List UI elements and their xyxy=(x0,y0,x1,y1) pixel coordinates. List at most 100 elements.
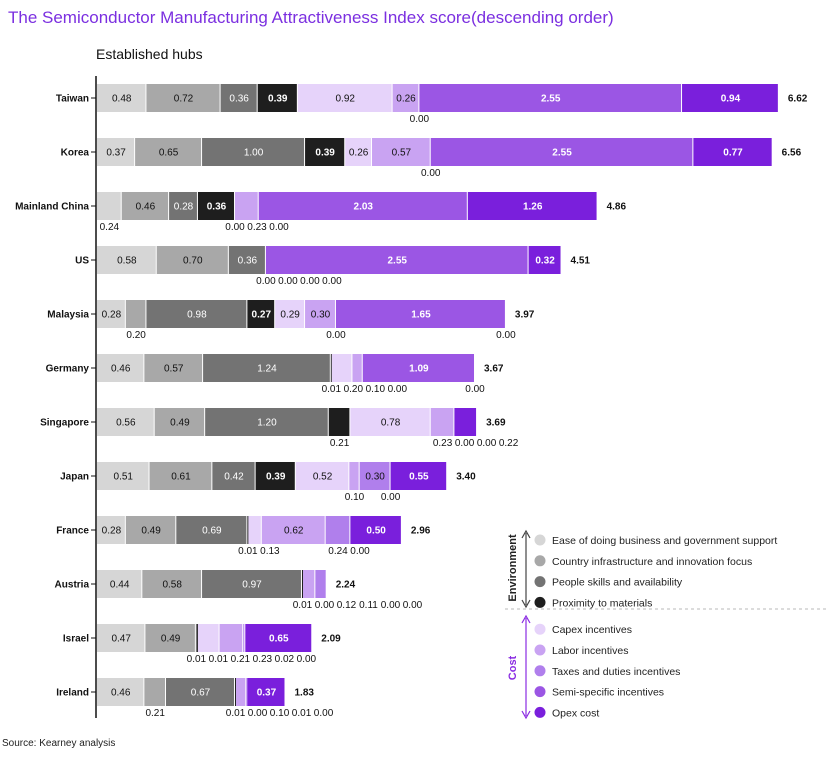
total-label-malaysia: 3.97 xyxy=(515,310,535,321)
bar-value-label: 0.00 xyxy=(403,600,423,611)
category-label-japan: Japan xyxy=(60,472,89,483)
bar-israel-country-infrastructure-and-innovation-focus xyxy=(145,624,195,652)
bar-value-label: 0.01 xyxy=(226,708,246,719)
category-label-israel: Israel xyxy=(63,634,89,645)
bar-ireland-proximity-to-materials xyxy=(235,678,237,706)
bar-japan-proximity-to-materials xyxy=(255,462,295,490)
arrow-up-icon xyxy=(521,614,531,624)
bar-value-label: 0.00 xyxy=(381,492,401,503)
bar-israel-labor-incentives xyxy=(219,624,243,652)
bar-value-label: 0.52 xyxy=(313,472,333,483)
bar-us-country-infrastructure-and-innovation-focus xyxy=(156,246,228,274)
bar-value-label: 0.44 xyxy=(110,580,130,591)
bar-japan-capex-incentives xyxy=(295,462,349,490)
bar-france-labor-incentives xyxy=(261,516,325,544)
legend-swatch-ease-of-doing-business-and-government-support xyxy=(534,534,546,546)
legend-label-taxes-and-duties-incentives: Taxes and duties incentives xyxy=(552,666,680,678)
bar-value-label: 0.00 xyxy=(300,276,320,287)
bar-value-label: 0.20 xyxy=(126,330,146,341)
bar-value-label: 0.00 xyxy=(278,276,298,287)
bar-taiwan-capex-incentives xyxy=(297,84,392,112)
category-label-ireland: Ireland xyxy=(56,688,89,699)
bar-value-label: 0.49 xyxy=(161,634,181,645)
bar-austria-country-infrastructure-and-innovation-focus xyxy=(142,570,202,598)
total-label-singapore: 3.69 xyxy=(486,418,506,429)
bar-malaysia-capex-incentives xyxy=(275,300,305,328)
bar-value-label: 0.58 xyxy=(117,256,137,267)
bar-value-label: 0.12 xyxy=(337,600,357,611)
bar-taiwan-country-infrastructure-and-innovation-focus xyxy=(146,84,220,112)
bar-value-label: 0.21 xyxy=(145,708,165,719)
bar-mainland-china-semi-specific-incentives xyxy=(258,192,467,220)
bar-value-label: 0.49 xyxy=(141,526,161,537)
bar-value-label: 0.21 xyxy=(231,654,251,665)
bar-value-label: 0.69 xyxy=(202,526,222,537)
bar-ireland-country-infrastructure-and-innovation-focus xyxy=(144,678,166,706)
bar-taiwan-people-skills-and-availability xyxy=(220,84,257,112)
bar-value-label: 0.00 xyxy=(350,546,370,557)
bar-value-label: 1.09 xyxy=(409,364,429,375)
bar-value-label: 1.65 xyxy=(411,310,431,321)
bar-singapore-proximity-to-materials xyxy=(328,408,350,436)
bar-mainland-china-people-skills-and-availability xyxy=(169,192,197,220)
bar-germany-labor-incentives xyxy=(352,354,362,382)
bar-ireland-labor-incentives xyxy=(236,678,246,706)
bar-japan-country-infrastructure-and-innovation-focus xyxy=(149,462,212,490)
bar-value-label: 0.00 xyxy=(322,276,342,287)
bar-value-label: 0.58 xyxy=(162,580,182,591)
bar-value-label: 0.00 xyxy=(455,438,475,449)
bar-value-label: 0.13 xyxy=(260,546,280,557)
bar-value-label: 0.00 xyxy=(326,330,346,341)
bar-value-label: 0.36 xyxy=(238,256,258,267)
bar-value-label: 0.57 xyxy=(164,364,184,375)
bar-taiwan-proximity-to-materials xyxy=(257,84,297,112)
bar-value-label: 0.72 xyxy=(174,94,194,105)
bar-value-label: 0.00 xyxy=(496,330,516,341)
legend-swatch-proximity-to-materials xyxy=(534,596,546,608)
bar-singapore-country-infrastructure-and-innovation-focus xyxy=(154,408,205,436)
bar-germany-country-infrastructure-and-innovation-focus xyxy=(144,354,203,382)
legend-label-ease-of-doing-business-and-government-support: Ease of doing business and government su… xyxy=(552,535,777,547)
bar-value-label: 2.03 xyxy=(354,202,374,213)
bar-value-label: 0.37 xyxy=(106,148,126,159)
bar-france-opex-cost xyxy=(350,516,401,544)
bar-value-label: 0.92 xyxy=(335,94,355,105)
bar-us-people-skills-and-availability xyxy=(228,246,265,274)
bar-value-label: 0.46 xyxy=(111,364,131,375)
bar-value-label: 0.01 xyxy=(293,600,313,611)
legend-group-cost: Cost xyxy=(507,655,519,680)
bar-value-label: 0.00 xyxy=(381,600,401,611)
total-label-japan: 3.40 xyxy=(456,472,476,483)
total-label-ireland: 1.83 xyxy=(294,688,314,699)
bar-malaysia-proximity-to-materials xyxy=(247,300,275,328)
bar-japan-taxes-and-duties-incentives xyxy=(359,462,390,490)
bar-japan-labor-incentives xyxy=(349,462,359,490)
bar-value-label: 2.55 xyxy=(541,94,561,105)
bar-mainland-china-ease-of-doing-business-and-government-support xyxy=(97,192,121,220)
bar-korea-people-skills-and-availability xyxy=(202,138,305,166)
bar-value-label: 0.30 xyxy=(365,472,385,483)
bar-value-label: 0.50 xyxy=(366,526,386,537)
bar-value-label: 0.24 xyxy=(100,222,120,233)
legend-swatch-country-infrastructure-and-innovation-focus xyxy=(534,555,546,567)
bar-korea-proximity-to-materials xyxy=(305,138,345,166)
legend-swatch-capex-incentives xyxy=(534,623,546,635)
bar-value-label: 0.01 xyxy=(238,546,258,557)
bar-value-label: 0.00 xyxy=(388,384,408,395)
bar-france-capex-incentives xyxy=(248,516,261,544)
bar-ireland-people-skills-and-availability xyxy=(166,678,235,706)
bar-value-label: 0.11 xyxy=(359,600,378,611)
bar-value-label: 0.37 xyxy=(257,688,277,699)
bar-value-label: 0.23 xyxy=(433,438,453,449)
total-label-korea: 6.56 xyxy=(782,148,802,159)
bar-taiwan-semi-specific-incentives xyxy=(419,84,682,112)
legend-label-labor-incentives: Labor incentives xyxy=(552,645,628,657)
legend-swatch-opex-cost xyxy=(534,706,546,718)
bar-value-label: 0.36 xyxy=(229,94,249,105)
bar-value-label: 0.39 xyxy=(315,148,335,159)
bar-value-label: 0.55 xyxy=(409,472,429,483)
bar-value-label: 0.32 xyxy=(535,256,555,267)
bar-value-label: 0.01 xyxy=(187,654,207,665)
bar-austria-proximity-to-materials xyxy=(301,570,303,598)
